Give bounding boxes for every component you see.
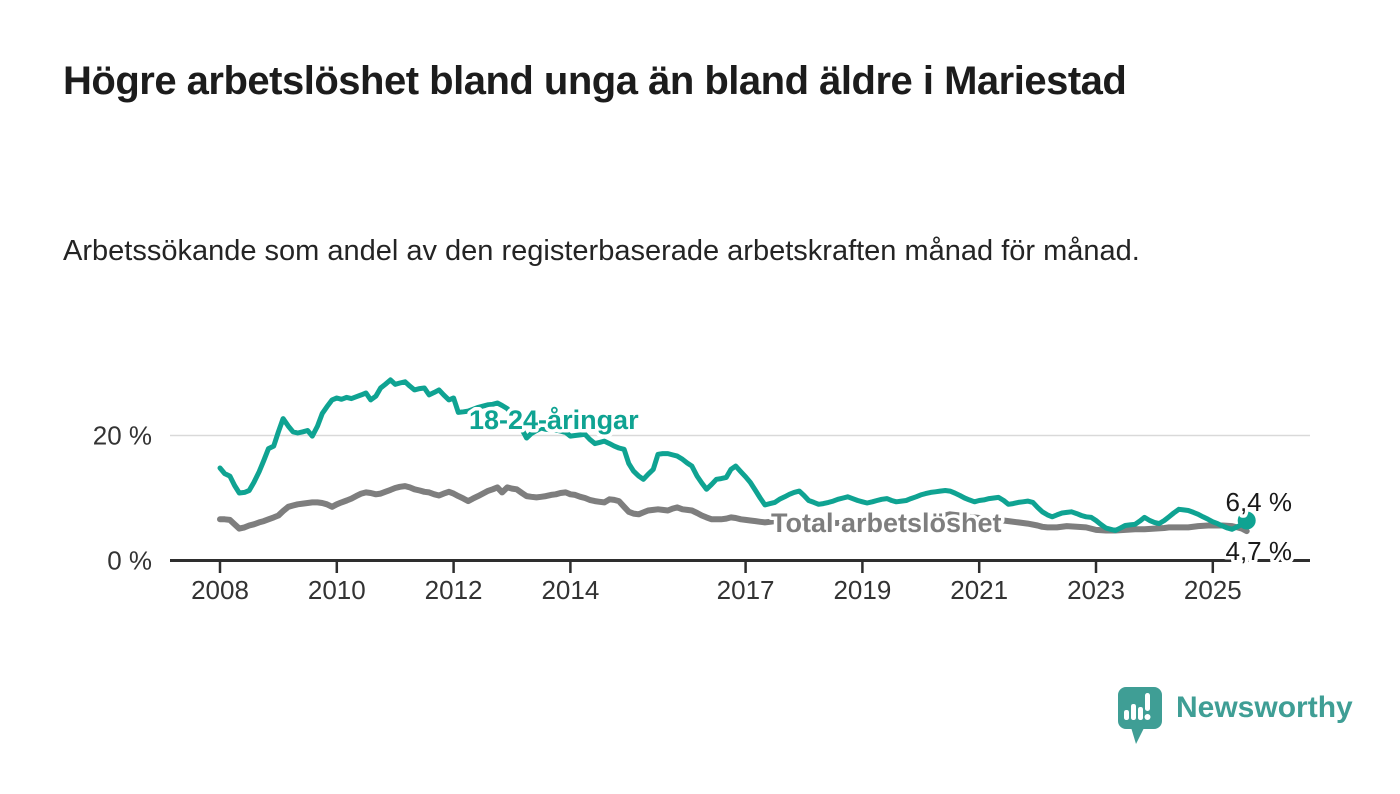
x-tick-label: 2010 (308, 575, 366, 605)
exclamation-bar (1145, 693, 1150, 711)
x-tick-label: 2012 (425, 575, 483, 605)
series-line-0 (217, 377, 1250, 533)
series-label-1: Total arbetslöshet (771, 508, 1002, 538)
y-tick-label: 0 % (107, 546, 152, 576)
branding-footer: Newsworthy (1117, 686, 1353, 746)
series-end-dot (1237, 511, 1256, 530)
page-title: Högre arbetslöshet bland unga än bland ä… (63, 59, 1127, 103)
newsworthy-logo-icon (1118, 687, 1162, 744)
series-label-0: 18-24-åringar (469, 405, 639, 435)
bar-chart-bar-small (1124, 710, 1129, 720)
series-end-value-label-1: 4,7 % (1226, 536, 1293, 566)
exclamation-dot (1144, 714, 1151, 720)
series-line-1 (217, 483, 1250, 535)
x-tick-label: 2023 (1067, 575, 1125, 605)
x-tick-label: 2008 (191, 575, 249, 605)
x-tick-label: 2017 (717, 575, 775, 605)
bar-chart-bar-tall (1131, 704, 1136, 720)
x-tick-label: 2021 (950, 575, 1008, 605)
series-end-value-label-0: 6,4 % (1226, 487, 1293, 517)
x-tick-label: 2019 (833, 575, 891, 605)
branding-wordmark: Newsworthy (1176, 691, 1353, 724)
y-tick-label: 20 % (93, 421, 152, 451)
x-tick-label: 2025 (1184, 575, 1242, 605)
chart-subtitle: Arbetssökande som andel av den registerb… (63, 235, 1140, 267)
bar-chart-bar-medium (1138, 707, 1143, 720)
x-tick-label: 2014 (541, 575, 599, 605)
